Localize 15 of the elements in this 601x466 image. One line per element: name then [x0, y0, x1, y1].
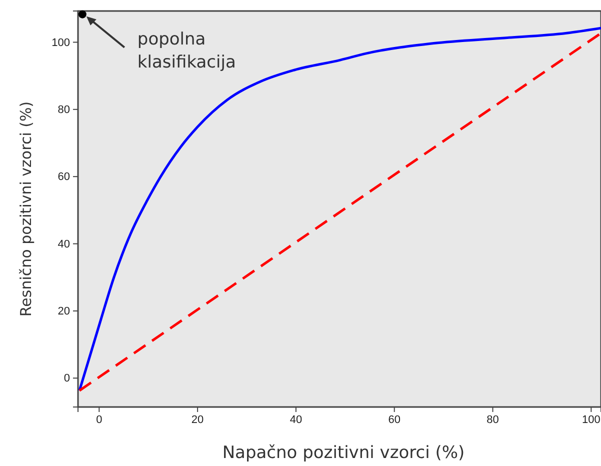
x-axis-title: Napačno pozitivni vzorci (%)	[222, 443, 465, 463]
y-tick-label: 20	[58, 305, 70, 318]
x-tick-label: 100	[582, 414, 600, 426]
y-tick-label: 100	[52, 36, 70, 49]
y-tick-label: 60	[58, 171, 70, 184]
x-tick-label: 20	[191, 414, 204, 426]
x-tick-label: 0	[96, 414, 102, 426]
y-tick-label: 0	[64, 372, 70, 385]
y-axis-title: Resnično pozitivni vzorci (%)	[17, 101, 35, 317]
annotation: popolna klasifikacija	[137, 29, 236, 72]
y-tick-label: 40	[58, 238, 70, 250]
x-tick-label: 40	[290, 414, 302, 426]
y-tick-label: 80	[58, 104, 70, 116]
x-tick-label: 60	[388, 414, 400, 426]
x-tick-label: 80	[486, 414, 499, 426]
